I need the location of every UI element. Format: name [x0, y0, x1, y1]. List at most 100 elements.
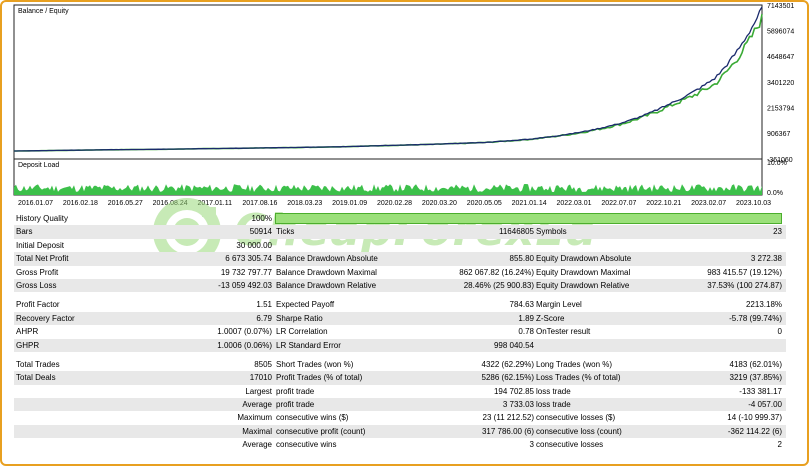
long-trades-value: 4183 (62.01%): [729, 359, 782, 369]
gross-profit-label: Gross Profit: [16, 267, 59, 277]
stats-row-maximal: Maximal consecutive profit (count) 317 7…: [14, 424, 786, 439]
max-consec-wins-label: consecutive wins ($): [276, 413, 349, 423]
maximum-label: Maximum: [237, 413, 272, 423]
history-quality-value: 100%: [251, 214, 272, 223]
equity-dd-abs-label: Equity Drawdown Absolute: [536, 254, 632, 264]
recovery-factor-value: 6.79: [256, 313, 272, 323]
long-trades-label: Long Trades (won %): [536, 359, 613, 369]
largest-label: Largest: [245, 386, 272, 396]
stats-row-history-quality: History Quality 100%: [14, 212, 786, 225]
average-profit-label: profit trade: [276, 400, 315, 410]
maximal-label: Maximal: [242, 426, 272, 436]
x-tick-label: 2023.02.07: [691, 200, 726, 207]
symbols-label: Symbols: [536, 227, 567, 237]
stats-row-maximum: Maximum consecutive wins ($) 23 (11 212.…: [14, 411, 786, 424]
stats-row-gross-loss: Gross Loss -13 059 492.03 Balance Drawdo…: [14, 278, 786, 293]
ontester-label: OnTester result: [536, 327, 591, 337]
average-consec-label: Average: [242, 440, 272, 450]
loss-trades-value: 3219 (37.85%): [729, 373, 782, 383]
deposit-load-title: Deposit Load: [18, 162, 59, 169]
ahpr-label: AHPR: [16, 327, 39, 337]
x-tick-label: 2016.08.24: [153, 200, 188, 207]
net-profit-label: Total Net Profit: [16, 254, 69, 264]
avg-consec-wins-value: 3: [529, 440, 534, 450]
stats-row-total-trades: Total Trades 8505 Short Trades (won %) 4…: [14, 358, 786, 371]
average-label: Average: [242, 400, 272, 410]
stats-row-ahpr: AHPR 1.0007 (0.07%) LR Correlation 0.78 …: [14, 325, 786, 338]
stats-row-ghpr: GHPR 1.0006 (0.06%) LR Standard Error 99…: [14, 338, 786, 352]
max-consec-losses-value: 14 (-10 999.37): [727, 413, 782, 423]
lr-std-error-value: 998 040.54: [493, 340, 534, 350]
deposit-load-fill: [14, 184, 762, 195]
profit-factor-label: Profit Factor: [16, 300, 60, 310]
gross-loss-label: Gross Loss: [16, 280, 57, 290]
x-tick-label: 2018.03.23: [287, 200, 322, 207]
stats-row-bars: Bars 50914 Ticks 11646805 Symbols 23: [14, 225, 786, 239]
x-tick-label: 2016.05.27: [108, 200, 143, 207]
largest-loss-value: -133 381.17: [739, 386, 782, 396]
margin-level-label: Margin Level: [536, 300, 582, 310]
y-tick-label: 3401220: [767, 80, 794, 87]
initial-deposit-label: Initial Deposit: [16, 240, 65, 250]
recovery-factor-label: Recovery Factor: [16, 313, 75, 323]
load-tick-label: 10.0%: [767, 160, 787, 167]
y-tick-label: 7143501: [767, 3, 794, 10]
history-quality-label: History Quality: [16, 214, 69, 223]
maximal-profit-value: 317 786.00 (6): [481, 426, 534, 436]
balance-equity-chart: Balance / Equity 7143501 5896074 4648647 34…: [13, 3, 794, 207]
stats-row-average: Average profit trade 3 733.03 loss trade…: [14, 398, 786, 412]
average-profit-value: 3 733.03: [502, 400, 534, 410]
x-tick-label: 2016.01.07: [18, 200, 53, 207]
stats-table: History Quality 100% Bars 50914 Ticks 11…: [14, 212, 786, 452]
sharpe-ratio-value: 1.89: [518, 313, 534, 323]
stats-row-largest: Largest profit trade 194 702.85 loss tra…: [14, 385, 786, 398]
short-trades-label: Short Trades (won %): [276, 359, 354, 369]
largest-profit-value: 194 702.85: [493, 386, 534, 396]
z-score-value: -5.78 (99.74%): [729, 313, 782, 323]
balance-dd-rel-value: 28.46% (25 900.83): [463, 280, 534, 290]
x-tick-label: 2022.10.21: [646, 200, 681, 207]
ticks-label: Ticks: [276, 227, 295, 237]
profit-trades-value: 5286 (62.15%): [481, 373, 534, 383]
largest-profit-label: profit trade: [276, 386, 315, 396]
x-tick-label: 2019.01.09: [332, 200, 367, 207]
maximal-loss-value: -362 114.22 (6): [727, 426, 782, 436]
z-score-label: Z-Score: [536, 313, 565, 323]
x-tick-label: 2017.01.11: [198, 200, 233, 207]
ontester-value: 0: [777, 327, 782, 337]
bars-label: Bars: [16, 227, 33, 237]
stats-row-profit-factor: Profit Factor 1.51 Expected Payoff 784.6…: [14, 298, 786, 311]
x-tick-label: 2023.10.03: [736, 200, 771, 207]
equity-dd-rel-label: Equity Drawdown Relative: [536, 280, 630, 290]
bars-value: 50914: [249, 227, 272, 237]
expected-payoff-value: 784.63: [509, 300, 534, 310]
average-loss-label: loss trade: [536, 400, 571, 410]
stats-row-gross-profit: Gross Profit 19 732 797.77 Balance Drawd…: [14, 266, 786, 279]
stats-row-initial-deposit: Initial Deposit 30 000.00: [14, 239, 786, 252]
x-tick-label: 2020.03.20: [422, 200, 457, 207]
ghpr-value: 1.0006 (0.06%): [217, 340, 272, 350]
ahpr-value: 1.0007 (0.07%): [217, 327, 272, 337]
balance-dd-rel-label: Balance Drawdown Relative: [276, 280, 377, 290]
x-tick-label: 2020.02.28: [377, 200, 412, 207]
short-trades-value: 4322 (62.29%): [481, 359, 534, 369]
total-trades-label: Total Trades: [16, 359, 60, 369]
y-tick-label: -361060: [767, 157, 793, 164]
equity-dd-abs-value: 3 272.38: [750, 254, 782, 264]
balance-dd-max-label: Balance Drawdown Maximal: [276, 267, 377, 277]
loss-trades-label: Loss Trades (% of total): [536, 373, 621, 383]
stats-row-net-profit: Total Net Profit 6 673 305.74 Balance Dr…: [14, 252, 786, 266]
ticks-value: 11646805: [499, 227, 534, 237]
x-tick-label: 2021.01.14: [512, 200, 547, 207]
avg-consec-losses-value: 2: [777, 440, 782, 450]
history-quality-bar: [275, 213, 782, 224]
total-deals-label: Total Deals: [16, 373, 56, 383]
balance-dd-max-value: 862 067.82 (16.24%): [459, 267, 534, 277]
avg-consec-wins-label: consecutive wins: [276, 440, 337, 450]
lr-correlation-label: LR Correlation: [276, 327, 328, 337]
max-consec-losses-label: consecutive losses ($): [536, 413, 616, 423]
y-tick-label: 906367: [767, 131, 790, 138]
maximal-profit-label: consecutive profit (count): [276, 426, 366, 436]
total-trades-value: 8505: [254, 359, 272, 369]
y-tick-label: 4648647: [767, 54, 794, 61]
